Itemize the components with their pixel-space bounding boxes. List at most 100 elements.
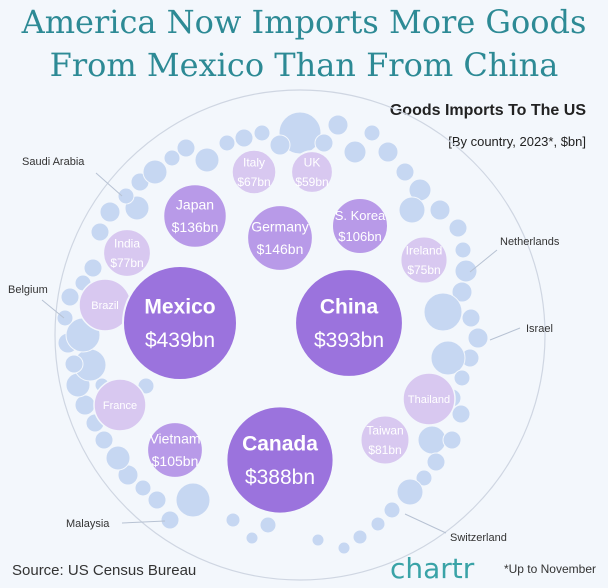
small-country-bubble — [105, 445, 131, 471]
small-country-bubble — [163, 149, 181, 167]
bubble-label-france: France — [103, 400, 137, 412]
small-country-bubble — [461, 308, 481, 328]
bubble-taiwan — [359, 414, 411, 466]
small-country-bubble — [423, 292, 463, 332]
chart-units-note: [By country, 2023*, $bn] — [448, 134, 586, 149]
small-country-bubble — [117, 187, 135, 205]
small-country-bubble — [311, 533, 325, 547]
small-country-bubble — [429, 199, 451, 221]
callout-netherlands: Netherlands — [500, 236, 560, 248]
small-country-bubble — [175, 482, 211, 518]
small-country-bubble — [60, 287, 80, 307]
small-country-bubble — [442, 430, 462, 450]
bubble-name-japan: Japan — [176, 197, 214, 213]
callout-saudi-arabia: Saudi Arabia — [22, 156, 85, 168]
small-country-bubble — [383, 501, 401, 519]
leader-line-israel — [489, 327, 521, 341]
small-country-bubble — [398, 196, 426, 224]
bubble-value-japan: $136bn — [172, 219, 219, 235]
bubble-value-uk: $59bn — [295, 175, 328, 189]
small-country-bubble — [395, 162, 415, 182]
bubble-value-mexico: $439bn — [145, 329, 215, 352]
small-country-bubble — [426, 452, 446, 472]
small-country-bubble — [337, 541, 351, 555]
small-country-bubble — [142, 159, 168, 185]
small-country-bubble — [56, 309, 74, 327]
bubble-value-canada: $388bn — [245, 466, 315, 489]
small-country-bubble — [160, 510, 180, 530]
small-country-bubble — [90, 222, 110, 242]
small-country-bubble — [451, 281, 473, 303]
bubble-name-india: India — [114, 237, 140, 251]
small-country-bubble — [134, 479, 152, 497]
small-country-bubble — [218, 134, 236, 152]
bubble-value-india: $77bn — [110, 256, 143, 270]
small-country-bubble — [74, 394, 96, 416]
enclosing-circle — [54, 89, 546, 581]
small-country-bubble — [314, 133, 334, 153]
leader-line-netherlands — [469, 249, 498, 273]
callout-israel: Israel — [526, 323, 553, 335]
leader-line-saudi-arabia — [95, 172, 123, 197]
chart-title-line-2: From Mexico Than From China — [49, 46, 559, 84]
small-country-bubble — [64, 354, 84, 374]
small-country-bubble — [99, 201, 121, 223]
bubble-value-taiwan: $81bn — [368, 443, 401, 457]
leader-line-belgium — [41, 299, 65, 319]
small-country-bubble — [448, 218, 468, 238]
small-country-bubble — [454, 259, 478, 283]
callout-belgium: Belgium — [8, 284, 48, 296]
bubble-vietnam — [146, 421, 204, 479]
bubble-india — [102, 228, 152, 278]
small-country-bubble — [94, 430, 114, 450]
bubble-name-uk: UK — [304, 156, 321, 170]
chartr-logo: chartr — [390, 552, 475, 585]
small-country-bubble — [327, 114, 349, 136]
bubble-name-taiwan: Taiwan — [366, 424, 403, 438]
small-country-bubble — [430, 340, 466, 376]
small-country-bubble — [176, 138, 196, 158]
bubble-value-china: $393bn — [314, 329, 384, 352]
small-country-bubble — [269, 134, 291, 156]
bubble-china — [294, 268, 404, 378]
bubble-name-mexico: Mexico — [144, 296, 215, 319]
small-country-bubble — [259, 516, 277, 534]
bubble-uk — [290, 150, 334, 194]
small-country-bubble — [453, 369, 471, 387]
leader-line-switzerland — [404, 513, 447, 534]
bubble-name-canada: Canada — [242, 433, 318, 456]
bubble-name-germany: Germany — [251, 219, 309, 235]
small-country-bubble — [253, 124, 271, 142]
bubble-value-ireland: $75bn — [407, 263, 440, 277]
bubble-thailand — [402, 372, 456, 426]
small-country-bubble — [467, 327, 489, 349]
bubble-name-s-korea: S. Korea — [335, 208, 386, 223]
small-country-bubble — [451, 404, 471, 424]
bubble-ireland — [399, 235, 449, 285]
bubble-japan — [162, 183, 228, 249]
bubble-name-china: China — [320, 296, 379, 319]
small-country-bubble — [377, 141, 399, 163]
bubble-label-thailand: Thailand — [408, 394, 450, 406]
bubble-value-germany: $146bn — [257, 241, 304, 257]
small-country-bubble — [147, 490, 167, 510]
small-country-bubble — [370, 516, 386, 532]
bubble-name-vietnam: Vietnam — [149, 431, 200, 447]
bubble-label-brazil: Brazil — [91, 300, 119, 312]
bubble-value-vietnam: $105bn — [152, 453, 199, 469]
bubble-name-ireland: Ireland — [406, 244, 443, 258]
small-country-bubble — [245, 531, 259, 545]
bubble-italy — [230, 148, 278, 196]
bubble-france — [93, 378, 147, 432]
small-country-bubble — [83, 258, 103, 278]
leader-line-malaysia — [121, 520, 166, 524]
callout-switzerland: Switzerland — [450, 532, 507, 544]
small-country-bubble — [234, 128, 254, 148]
small-country-bubble — [343, 140, 367, 164]
small-country-bubble — [225, 512, 241, 528]
bubble-germany — [246, 204, 314, 272]
small-country-bubble — [396, 478, 424, 506]
source-note: Source: US Census Bureau — [12, 562, 197, 579]
chart-subtitle: Goods Imports To The US — [389, 102, 586, 119]
small-country-bubble — [194, 147, 220, 173]
